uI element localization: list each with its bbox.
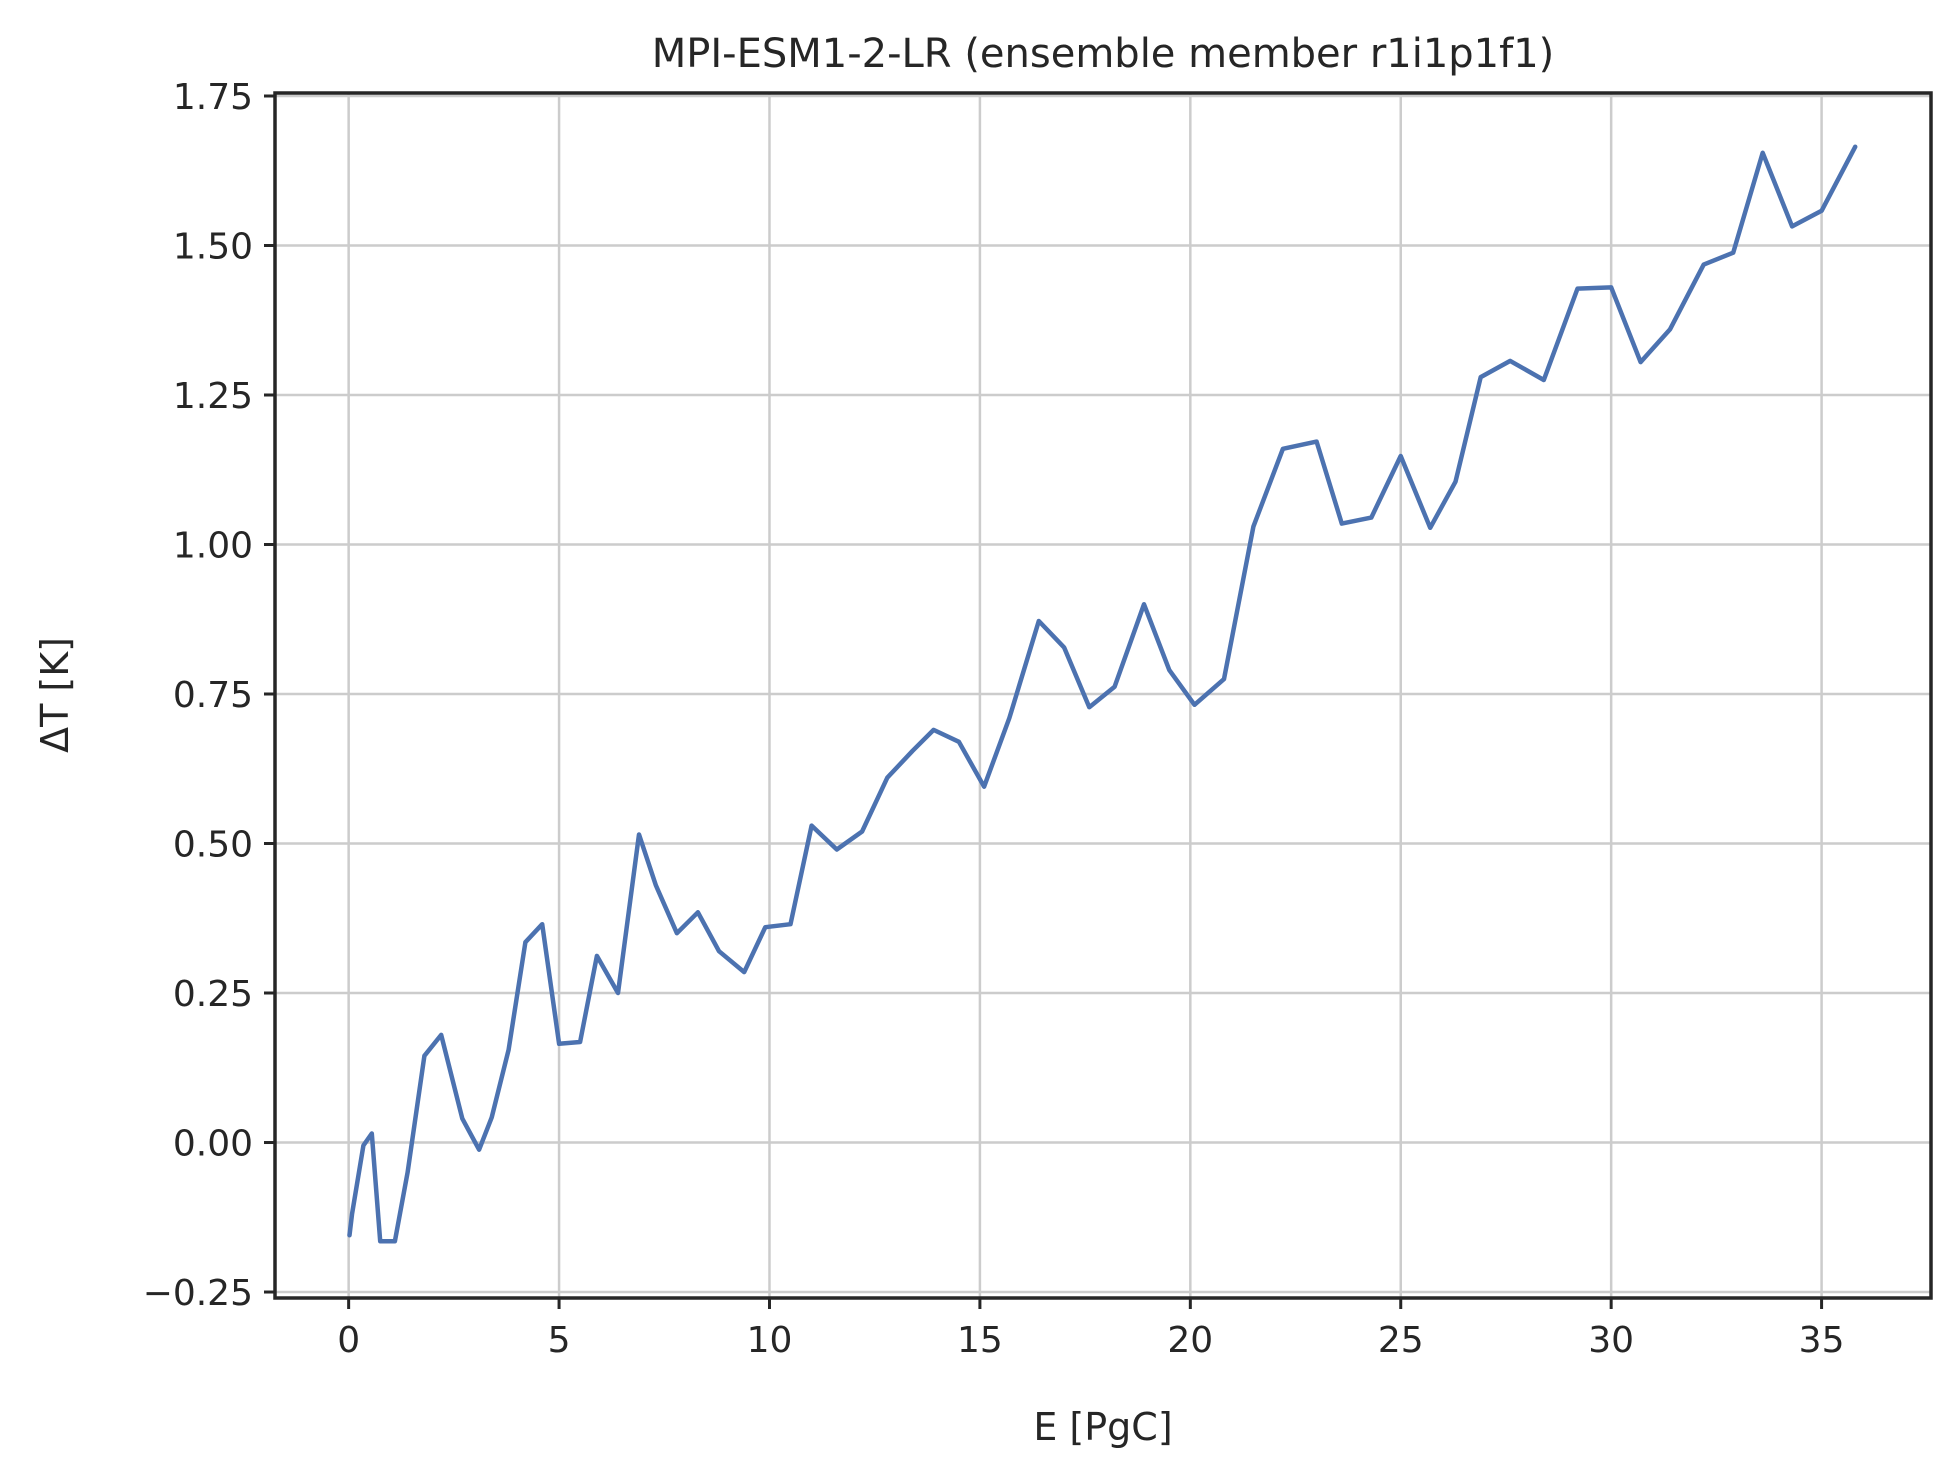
y-tick-label: 1.50 bbox=[173, 226, 253, 267]
axis-ticks: 0 5 10 15 20 25 30 35 −0.25 0.00 0.25 0.50 0.75 1.00 1… bbox=[143, 77, 1845, 1361]
series-line-0 bbox=[347, 144, 1858, 1244]
x-tick-label: 5 bbox=[548, 1320, 571, 1361]
x-tick-label: 15 bbox=[957, 1320, 1003, 1361]
x-tick-label: 35 bbox=[1799, 1320, 1845, 1361]
x-tick-label: 20 bbox=[1167, 1320, 1213, 1361]
y-tick-label: −0.25 bbox=[143, 1273, 253, 1314]
x-tick-label: 30 bbox=[1588, 1320, 1634, 1361]
y-tick-label: 0.25 bbox=[173, 974, 253, 1015]
x-tick-label: 25 bbox=[1378, 1320, 1424, 1361]
y-tick-label: 0.50 bbox=[173, 825, 253, 866]
y-axis-label: ΔT [K] bbox=[33, 637, 77, 753]
y-tick-label: 1.00 bbox=[173, 526, 253, 567]
plot-frame bbox=[273, 91, 1933, 1300]
x-tick-label: 0 bbox=[337, 1320, 360, 1361]
series-layer bbox=[347, 144, 1858, 1244]
x-tick-label: 10 bbox=[747, 1320, 793, 1361]
y-tick-label: 0.00 bbox=[173, 1124, 253, 1165]
y-tick-label: 0.75 bbox=[173, 675, 253, 716]
x-axis-label: E [PgC] bbox=[1033, 1405, 1172, 1449]
chart-title: MPI-ESM1-2-LR (ensemble member r1i1p1f1) bbox=[652, 31, 1555, 77]
y-tick-label: 1.75 bbox=[173, 77, 253, 118]
y-tick-label: 1.25 bbox=[173, 376, 253, 417]
